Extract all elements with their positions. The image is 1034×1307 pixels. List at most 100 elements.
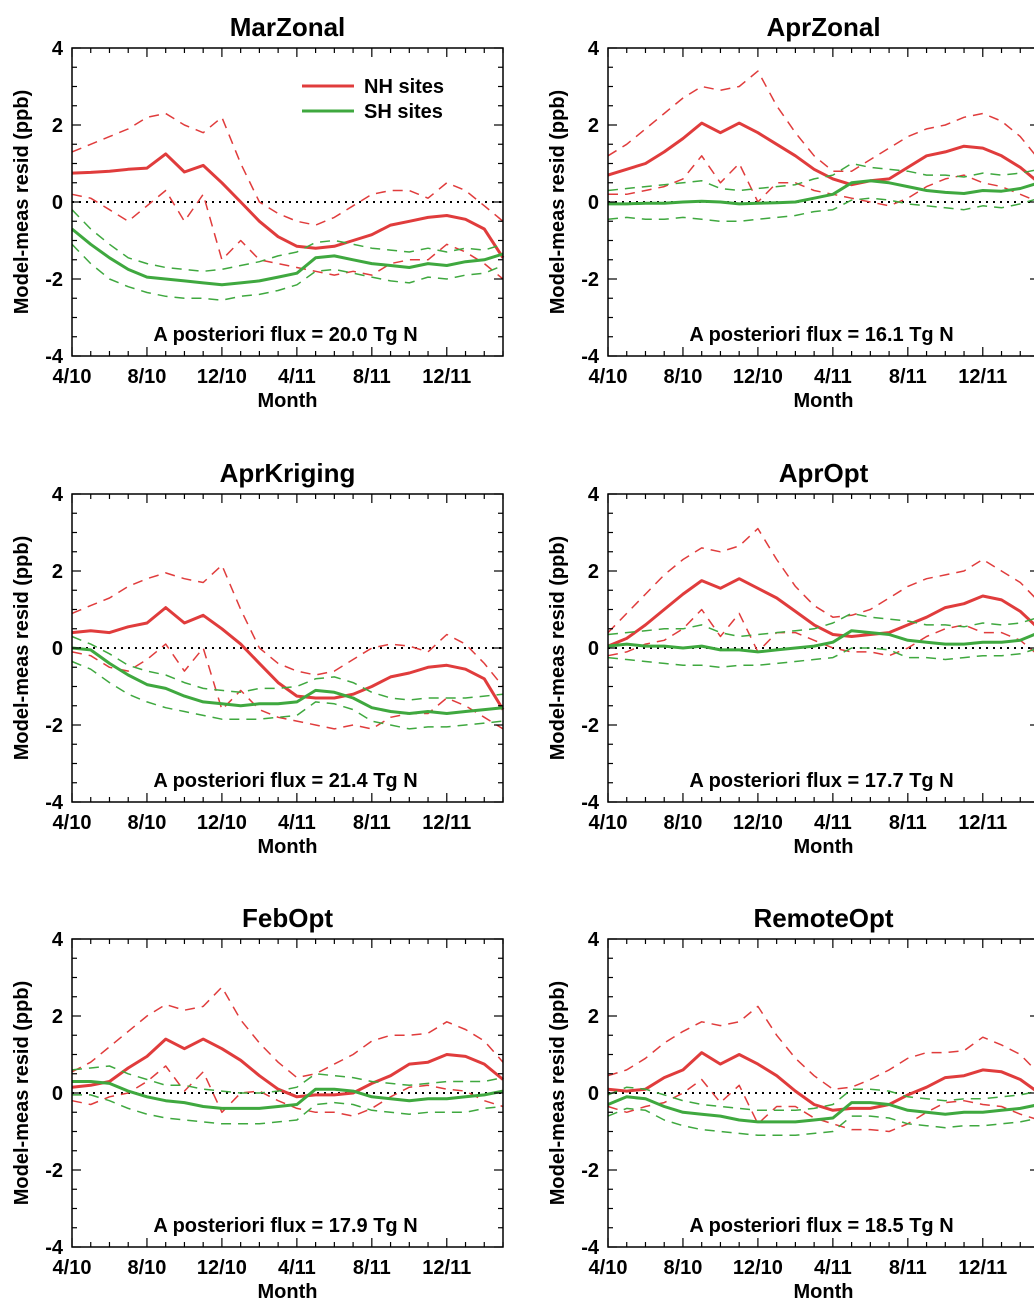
chart-panel-RemoteOpt: RemoteOpt 4 2 0 -2 -44/10 8/10 12/10 4/11 8/11 12/… (547, 903, 1034, 1303)
sh-series-range-line (71, 660, 504, 730)
x-tick-label: 8/11 (889, 366, 927, 388)
nh-series-line (607, 1051, 1034, 1112)
panel-title: AprOpt (779, 458, 869, 488)
x-tick-label: 4/11 (814, 812, 852, 834)
nh-series-line (607, 121, 1034, 187)
sh-series-range-line (71, 635, 504, 701)
flux-annotation: A posteriori flux = 17.7 Tg N (689, 770, 953, 792)
flux-annotation: A posteriori flux = 21.4 Tg N (153, 770, 417, 792)
sh-series-range-line (607, 647, 1034, 669)
x-tick-label: 4/10 (53, 812, 92, 834)
y-tick-label: 4 (52, 929, 64, 951)
x-tick-label: 8/10 (127, 366, 166, 388)
nh-series-line (607, 577, 1034, 648)
nh-series-line (71, 1037, 504, 1099)
sh-series-line (608, 179, 1034, 206)
panel-title: AprKriging (220, 458, 356, 488)
y-tick-label: -2 (581, 715, 599, 737)
y-tick-label: 0 (588, 1083, 599, 1105)
y-tick-label: 4 (52, 484, 64, 506)
y-axis-label: Model-meas resid (ppb) (11, 981, 33, 1205)
chart-panel-AprZonal: AprZonal 4 2 0 -2 -44/10 8/10 12/10 4/11 8/11 12/1… (547, 12, 1034, 412)
x-tick-label: 8/11 (889, 812, 927, 834)
chart-panel-AprOpt: AprOpt 4 2 0 -2 -44/10 8/10 12/10 4/11 8/11 12/11 M… (547, 458, 1034, 858)
sh-series-range-line (607, 612, 1034, 638)
y-axis-label: Model-meas resid (ppb) (547, 90, 569, 314)
series-group (607, 527, 1034, 669)
x-tick-label: 12/10 (733, 1257, 783, 1279)
x-tick-label: 12/10 (733, 812, 783, 834)
y-tick-label: 0 (52, 192, 63, 214)
x-axis-label: Month (794, 390, 854, 412)
y-tick-label: 0 (52, 1083, 63, 1105)
x-axis-label: Month (258, 1281, 318, 1303)
y-tick-label: 2 (588, 115, 599, 137)
y-tick-label: -4 (581, 346, 600, 368)
flux-annotation: A posteriori flux = 16.1 Tg N (689, 324, 953, 346)
y-tick-label: 2 (52, 115, 63, 137)
x-tick-label: 12/10 (197, 812, 247, 834)
x-tick-label: 8/11 (353, 812, 391, 834)
nh-series-range-line (71, 189, 504, 280)
y-tick-label: -2 (581, 269, 599, 291)
nh-series-range-line (608, 155, 1034, 207)
y-tick-label: -4 (45, 792, 64, 814)
series-group (71, 564, 505, 730)
x-tick-label: 12/11 (958, 812, 1007, 834)
y-tick-label: 2 (52, 561, 63, 583)
x-axis-label: Month (794, 1281, 854, 1303)
sh-series-range-line (71, 243, 504, 301)
sh-series-line (71, 227, 504, 287)
flux-annotation: A posteriori flux = 17.9 Tg N (153, 1215, 417, 1237)
x-tick-label: 8/10 (663, 812, 702, 834)
y-tick-label: 0 (52, 638, 63, 660)
y-axis-label: Model-meas resid (ppb) (547, 536, 569, 760)
x-tick-label: 4/10 (53, 1257, 92, 1279)
x-tick-label: 12/11 (422, 812, 471, 834)
nh-series-range-line (607, 70, 1034, 172)
x-axis-label: Month (258, 836, 318, 858)
x-tick-label: 4/11 (278, 366, 316, 388)
nh-series-range-line (71, 1065, 504, 1117)
flux-annotation: A posteriori flux = 20.0 Tg N (153, 324, 417, 346)
nh-series-line (71, 152, 505, 259)
x-tick-label: 4/11 (278, 1257, 316, 1279)
sh-series-range-line (607, 197, 1034, 223)
x-axis-label: Month (258, 390, 318, 412)
panel-title: FebOpt (242, 903, 333, 933)
y-tick-label: -2 (45, 1160, 63, 1182)
x-tick-label: 4/11 (814, 1257, 852, 1279)
y-tick-label: 4 (588, 484, 600, 506)
nh-series-range-line (607, 608, 1034, 657)
x-tick-label: 8/11 (889, 1257, 927, 1279)
sh-series-line (71, 646, 504, 715)
x-tick-label: 8/10 (127, 1257, 166, 1279)
sh-series-line (607, 629, 1034, 654)
y-axis-label: Model-meas resid (ppb) (11, 90, 33, 314)
sh-series-line (607, 1095, 1034, 1124)
x-tick-label: 4/10 (53, 366, 92, 388)
panel-title: AprZonal (766, 12, 880, 42)
x-tick-label: 12/11 (422, 1257, 471, 1279)
x-tick-label: 12/11 (958, 366, 1007, 388)
series-group (71, 986, 504, 1125)
x-tick-label: 12/11 (958, 1257, 1007, 1279)
x-tick-label: 8/10 (663, 1257, 702, 1279)
sh-series-range-line (71, 209, 504, 273)
y-tick-label: -2 (45, 715, 63, 737)
x-tick-label: 8/11 (353, 1257, 391, 1279)
series-group (607, 70, 1034, 223)
y-tick-label: 4 (52, 38, 64, 60)
series-group (71, 112, 505, 301)
x-tick-label: 12/11 (422, 366, 471, 388)
series-group (607, 1005, 1034, 1137)
x-tick-label: 4/10 (589, 366, 628, 388)
y-axis-label: Model-meas resid (ppb) (547, 981, 569, 1205)
x-tick-label: 4/10 (589, 812, 628, 834)
x-tick-label: 4/11 (814, 366, 852, 388)
panel-title: MarZonal (230, 12, 346, 42)
sh-series-range-line (607, 1086, 1034, 1112)
y-tick-label: 0 (588, 192, 599, 214)
x-tick-label: 12/10 (197, 366, 247, 388)
sh-series-line (72, 1080, 504, 1110)
